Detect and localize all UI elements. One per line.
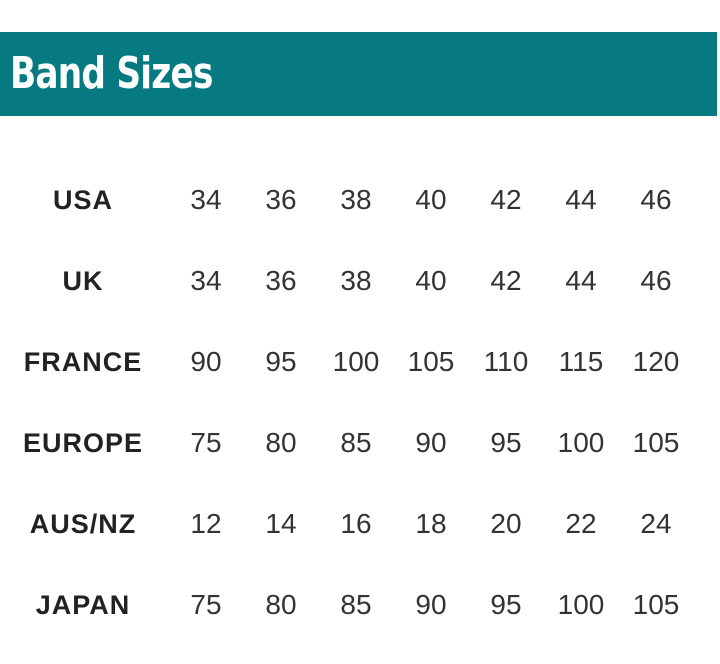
size-cell: 20 xyxy=(490,508,522,539)
size-cell: 100 xyxy=(332,346,380,377)
size-cell: 75 xyxy=(190,589,222,620)
size-cell: 100 xyxy=(557,589,605,620)
table-row: JAPAN 75 80 85 90 95 100 105 xyxy=(0,585,720,625)
size-cell: 44 xyxy=(565,265,597,296)
size-cell: 100 xyxy=(557,427,605,458)
table-row: UK 34 36 38 40 42 44 46 xyxy=(0,261,720,301)
size-cell: 80 xyxy=(265,427,297,458)
size-cell: 40 xyxy=(415,265,447,296)
size-cell: 75 xyxy=(190,427,222,458)
size-cell: 90 xyxy=(190,346,222,377)
table-row: EUROPE 75 80 85 90 95 100 105 xyxy=(0,423,720,463)
row-label: UK xyxy=(62,266,104,296)
row-label: USA xyxy=(52,185,113,215)
size-cell: 22 xyxy=(565,508,597,539)
size-cell: 85 xyxy=(340,427,372,458)
size-cell: 36 xyxy=(265,265,297,296)
size-cell: 40 xyxy=(415,184,447,215)
size-cell: 90 xyxy=(415,589,447,620)
size-cell: 42 xyxy=(490,265,522,296)
size-cell: 46 xyxy=(640,265,672,296)
size-cell: 90 xyxy=(415,427,447,458)
size-cell: 115 xyxy=(558,346,604,377)
size-cell: 110 xyxy=(483,346,529,377)
size-cell: 38 xyxy=(340,184,372,215)
table-row: USA 34 36 38 40 42 44 46 xyxy=(0,180,720,220)
size-cell: 38 xyxy=(340,265,372,296)
size-cell: 36 xyxy=(265,184,297,215)
size-cell: 24 xyxy=(640,508,672,539)
table-row: FRANCE 90 95 100 105 110 115 120 xyxy=(0,342,720,382)
size-cell: 16 xyxy=(340,508,372,539)
size-cell: 42 xyxy=(490,184,522,215)
size-cell: 34 xyxy=(190,184,222,215)
row-label: EUROPE xyxy=(22,428,144,458)
size-cell: 95 xyxy=(490,589,522,620)
row-label: FRANCE xyxy=(23,347,143,377)
size-cell: 34 xyxy=(190,265,222,296)
size-cell: 105 xyxy=(632,589,680,620)
table-row: AUS/NZ 12 14 16 18 20 22 24 xyxy=(0,504,720,544)
size-cell: 85 xyxy=(340,589,372,620)
size-cell: 14 xyxy=(265,508,297,539)
size-cell: 18 xyxy=(415,508,447,539)
size-cell: 95 xyxy=(490,427,522,458)
size-cell: 46 xyxy=(640,184,672,215)
size-cell: 105 xyxy=(407,346,455,377)
row-label: JAPAN xyxy=(35,590,131,620)
page-title: Band Sizes xyxy=(10,48,213,99)
size-cell: 12 xyxy=(190,508,222,539)
row-label: AUS/NZ xyxy=(29,509,137,539)
size-cell: 95 xyxy=(265,346,297,377)
title-banner: Band Sizes xyxy=(0,32,717,116)
size-cell: 105 xyxy=(632,427,680,458)
size-cell: 80 xyxy=(265,589,297,620)
size-cell: 120 xyxy=(632,346,680,377)
size-cell: 44 xyxy=(565,184,597,215)
